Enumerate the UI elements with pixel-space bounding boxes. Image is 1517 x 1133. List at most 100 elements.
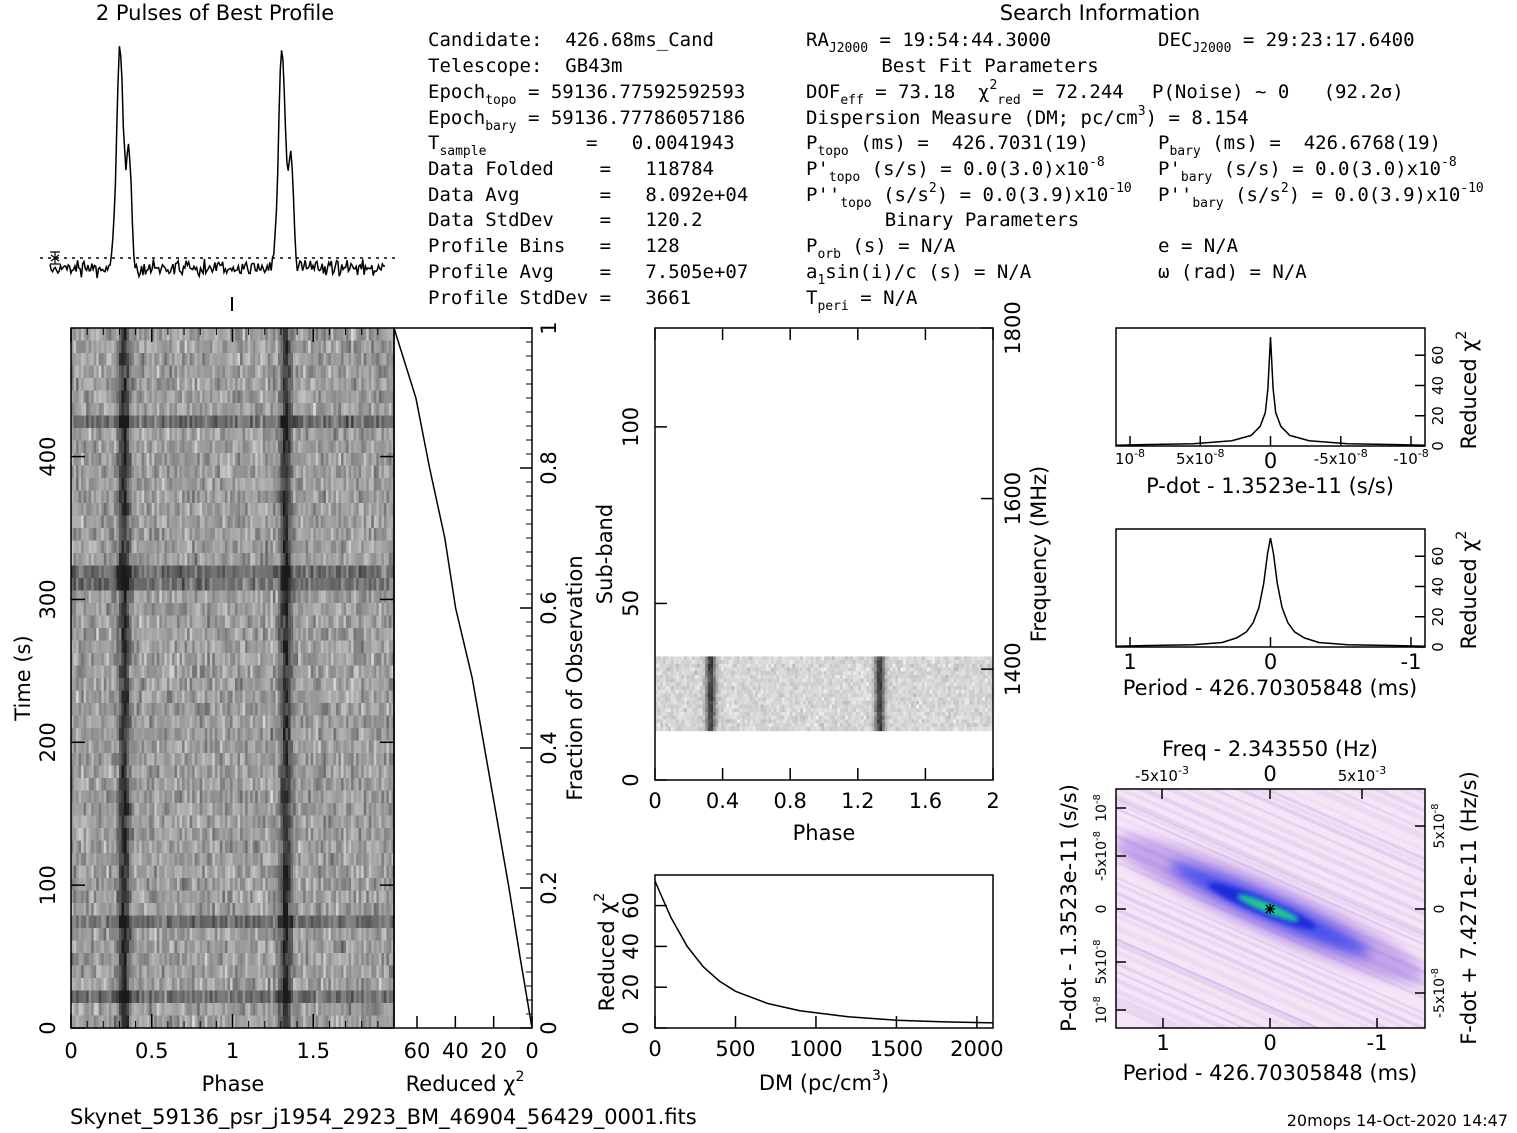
heatmap-cell	[151, 490, 155, 504]
heatmap-cell	[182, 353, 186, 367]
heatmap-cell	[71, 440, 75, 454]
heatmap-cell	[378, 378, 382, 392]
heatmap-cell	[169, 665, 173, 679]
heatmap-cell	[78, 440, 82, 454]
heatmap-cell	[305, 453, 309, 467]
heatmap-cell	[209, 565, 213, 579]
heatmap-cell	[363, 503, 367, 517]
heatmap-cell	[176, 653, 181, 667]
heatmap-cell	[154, 728, 158, 742]
heatmap-cell	[280, 803, 284, 817]
heatmap-cell	[156, 503, 160, 517]
heatmap-cell	[308, 678, 312, 692]
heatmap-cell	[86, 353, 90, 367]
heatmap-cell	[305, 753, 309, 767]
heatmap-cell	[71, 565, 75, 579]
heatmap-cell	[151, 353, 155, 367]
heatmap-cell	[270, 328, 274, 342]
heatmap-cell	[318, 728, 322, 742]
heatmap-cell	[315, 728, 319, 742]
heatmap-cell	[361, 390, 365, 404]
heatmap-cell	[166, 465, 171, 479]
heatmap-cell	[154, 465, 158, 479]
heatmap-cell	[346, 428, 350, 442]
heatmap-cell	[240, 453, 244, 467]
heatmap-cell	[235, 403, 239, 417]
heatmap-cell	[275, 528, 279, 542]
tsample-value: = 0.0041943	[586, 132, 735, 154]
heatmap-cell	[146, 540, 150, 554]
heatmap-cell	[330, 378, 335, 392]
heatmap-cell	[282, 728, 287, 742]
heatmap-cell	[338, 778, 342, 792]
heatmap-cell	[227, 378, 231, 392]
heatmap-cell	[166, 503, 171, 517]
heatmap-cell	[270, 353, 274, 367]
heatmap-cell	[323, 565, 327, 579]
heatmap-cell	[272, 603, 276, 617]
heatmap-cell	[240, 728, 244, 742]
heatmap-cell	[141, 453, 145, 467]
heatmap-cell	[88, 653, 92, 667]
heatmap-cell	[293, 640, 297, 654]
heatmap-cell	[76, 603, 80, 617]
heatmap-cell	[232, 565, 236, 579]
heatmap-cell	[111, 503, 115, 517]
heatmap-cell	[229, 653, 234, 667]
heatmap-cell	[310, 765, 314, 779]
heatmap-cell	[320, 553, 324, 567]
heatmap-cell	[146, 678, 150, 692]
heatmap-cell	[229, 453, 234, 467]
heatmap-cell	[199, 540, 203, 554]
heatmap-cell	[240, 328, 244, 342]
heatmap-cell	[88, 628, 92, 642]
heatmap-cell	[242, 578, 246, 592]
heatmap-cell	[151, 728, 155, 742]
heatmap-cell	[197, 728, 201, 742]
heatmap-cell	[275, 403, 279, 417]
heatmap-cell	[96, 628, 100, 642]
heatmap-cell	[161, 465, 165, 479]
heatmap-cell	[295, 690, 299, 704]
heatmap-cell	[86, 590, 90, 604]
heatmap-cell	[98, 428, 102, 442]
heatmap-cell	[227, 365, 231, 379]
heatmap-cell	[371, 378, 375, 392]
heatmap-cell	[174, 803, 178, 817]
heatmap-cell	[232, 515, 236, 529]
heatmap-cell	[192, 515, 196, 529]
heatmap-cell	[161, 578, 165, 592]
heatmap-cell	[335, 340, 340, 354]
heatmap-cell	[270, 653, 274, 667]
heatmap-cell	[290, 653, 294, 667]
heatmap-cell	[91, 540, 95, 554]
heatmap-cell	[73, 540, 77, 554]
heatmap-cell	[212, 653, 216, 667]
heatmap-cell	[93, 765, 97, 779]
heatmap-cell	[245, 740, 249, 754]
heatmap-cell	[237, 628, 241, 642]
heatmap-cell	[116, 428, 120, 442]
heatmap-cell	[252, 578, 256, 592]
heatmap-cell	[232, 328, 236, 342]
heatmap-cell	[161, 653, 165, 667]
heatmap-cell	[325, 503, 329, 517]
heatmap-cell	[154, 790, 158, 804]
heatmap-cell	[356, 503, 360, 517]
heatmap-cell	[282, 540, 287, 554]
heatmap-cell	[126, 653, 130, 667]
heatmap-cell	[280, 403, 284, 417]
heatmap-cell	[353, 678, 357, 692]
heatmap-cell	[265, 490, 269, 504]
heatmap-cell	[101, 665, 105, 679]
heatmap-cell	[391, 453, 395, 467]
heatmap-cell	[207, 553, 211, 567]
heatmap-cell	[381, 478, 385, 492]
heatmap-cell	[154, 628, 158, 642]
heatmap-cell	[356, 678, 360, 692]
heatmap-cell	[129, 790, 133, 804]
heatmap-cell	[88, 765, 92, 779]
heatmap-cell	[381, 690, 385, 704]
heatmap-cell	[151, 665, 155, 679]
heatmap-cell	[187, 340, 191, 354]
